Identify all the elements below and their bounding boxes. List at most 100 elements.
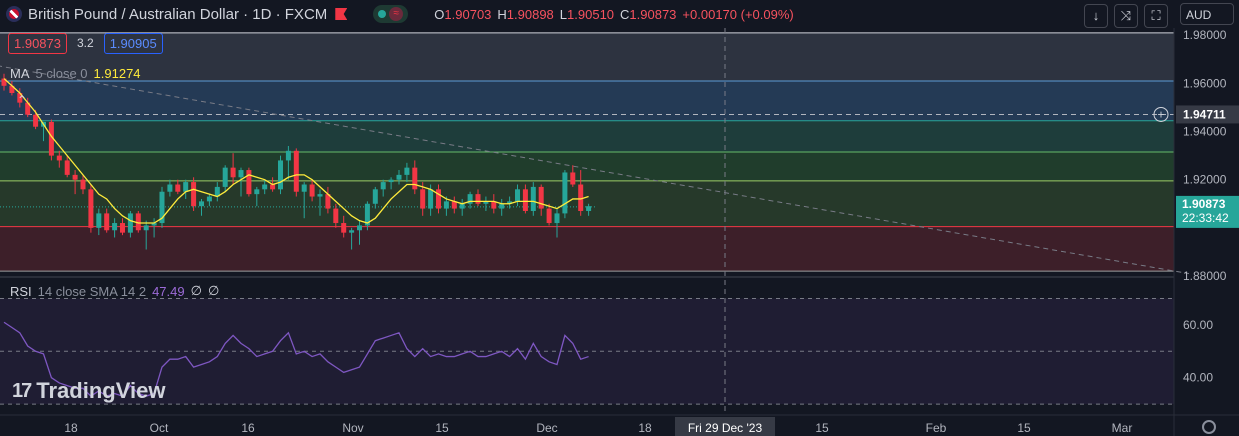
candle-body (522, 189, 528, 211)
candle-body (451, 201, 457, 209)
candle-body (396, 174, 402, 180)
candle-body (475, 194, 481, 204)
price-zone (0, 32, 1174, 81)
collapse-icon[interactable]: ⤨ (1114, 4, 1138, 28)
candle-body (206, 196, 212, 202)
candle-body (530, 186, 536, 211)
candle-body (88, 189, 94, 228)
candle-body (538, 186, 544, 209)
candle-body (443, 201, 449, 209)
candle-body (554, 213, 560, 224)
price-zone (0, 226, 1174, 272)
candle-body (96, 213, 102, 228)
bar-countdown-label: 22:33:42 (1182, 211, 1229, 225)
time-tick-label: 15 (815, 421, 829, 435)
rsi-line (3, 321, 589, 397)
candle-body (56, 155, 62, 161)
candle-body (483, 201, 489, 204)
candle-body (467, 194, 473, 204)
market-open-dot-icon (378, 10, 387, 18)
candle-body (64, 160, 70, 175)
candle-body (1, 78, 7, 86)
candle-body (199, 201, 204, 207)
time-tick-label: 16 (241, 421, 255, 435)
rsi-legend[interactable]: RSI 14 close SMA 14 2 47.49 ∅ ∅ (10, 283, 220, 299)
candle-body (546, 208, 552, 224)
flag-marker-icon[interactable] (335, 8, 348, 20)
candle-body (459, 203, 465, 209)
rsi-tick-label: 40.00 (1183, 371, 1213, 385)
time-tick-label: Feb (926, 421, 947, 435)
candle-body (562, 172, 568, 214)
currency-select[interactable]: AUD (1180, 3, 1234, 25)
candle-body (578, 184, 584, 211)
candle-body (254, 189, 260, 195)
time-tick-label: 18 (64, 421, 78, 435)
crosshair-date-box (675, 417, 775, 436)
candle-body (25, 102, 31, 115)
crosshair-price-label: 1.94711 (1183, 107, 1226, 121)
arrow-down-icon[interactable]: ↓ (1084, 4, 1108, 28)
symbol-title[interactable]: British Pound / Australian Dollar · 1D ·… (28, 5, 328, 23)
candle-body (262, 184, 268, 190)
candle-body (357, 225, 362, 231)
crosshair-date-label: Fri 29 Dec '23 (688, 421, 763, 435)
plus-glyph: + (1157, 107, 1164, 121)
candle-body (388, 179, 394, 183)
candle-body (159, 191, 165, 224)
candle-body (428, 189, 434, 209)
candle-body (230, 167, 236, 178)
candle-body (48, 121, 54, 156)
candle-body (151, 223, 157, 226)
candle-body (175, 184, 181, 192)
price-tick-label: 1.92000 (1183, 173, 1227, 187)
candle-body (214, 186, 220, 197)
candle-body (309, 184, 315, 197)
gbp-aud-flag-icon (6, 6, 22, 22)
collapse-chevron-icon: ⌃ (17, 93, 27, 107)
price-tick-label: 1.98000 (1183, 28, 1227, 42)
time-tick-label: Dec (536, 421, 557, 435)
quote-panel: 1.90873 3.2 1.90905 (8, 32, 163, 54)
candle-body (167, 184, 173, 192)
candle-body (33, 114, 39, 127)
crosshair-price-box (1176, 105, 1239, 124)
candle-body (120, 223, 125, 233)
add-alert-plus-icon (1153, 106, 1169, 122)
candle-body (135, 213, 141, 231)
ma-line (3, 78, 589, 224)
settings-gear-icon[interactable] (1202, 420, 1216, 434)
time-tick-label: Mar (1112, 421, 1133, 435)
candle-body (127, 213, 133, 233)
sell-button[interactable]: 1.90873 (8, 32, 67, 54)
candle-body (499, 203, 505, 209)
candle-body (507, 201, 513, 204)
candle-body (191, 182, 197, 207)
candle-body (301, 184, 307, 192)
fullscreen-icon[interactable]: ⛶ (1144, 4, 1168, 28)
candle-body (364, 203, 370, 226)
buy-button[interactable]: 1.90905 (103, 32, 163, 54)
candle-body (491, 201, 497, 209)
candle-body (341, 223, 347, 233)
symbol-header: British Pound / Australian Dollar · 1D ·… (6, 3, 794, 25)
candle-body (349, 230, 355, 233)
rsi-tick-label: 60.00 (1183, 318, 1213, 332)
candle-body (325, 194, 331, 209)
market-status[interactable]: ≈ (373, 5, 409, 23)
candle-body (436, 189, 441, 209)
candle-body (222, 167, 228, 187)
candle-body (72, 174, 78, 180)
candle-body (586, 206, 592, 211)
candle-body (143, 225, 149, 231)
candle-body (380, 182, 386, 190)
ma-legend[interactable]: MA 5 close 0 1.91274 (10, 66, 141, 81)
tradingview-mark-icon: 17 (12, 379, 32, 402)
candle-body (278, 160, 283, 190)
time-tick-label: Oct (150, 421, 169, 435)
tradingview-logo[interactable]: 17 TradingView (12, 378, 166, 403)
price-change: +0.00170 (+0.09%) (682, 6, 794, 22)
candle-body (80, 179, 86, 190)
price-tick-label: 1.88000 (1183, 269, 1227, 283)
